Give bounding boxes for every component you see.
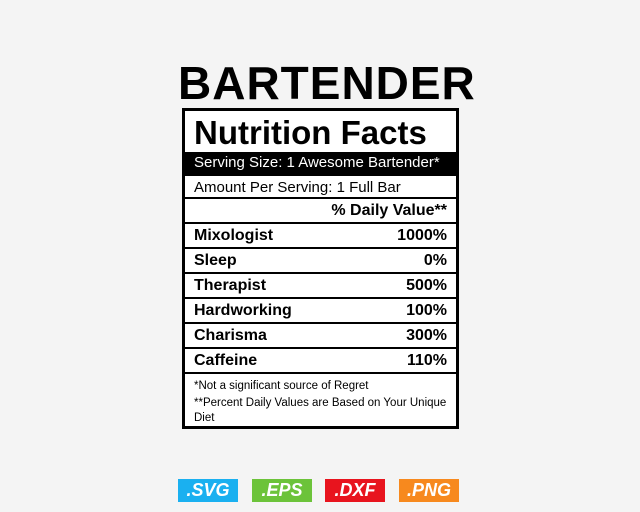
table-row: Sleep 0% — [185, 249, 456, 274]
row-name: Therapist — [194, 277, 267, 294]
title: BARTENDER — [178, 57, 476, 109]
dxf-badge: .DXF — [325, 479, 385, 502]
nutrition-label: Nutrition Facts Serving Size: 1 Awesome … — [182, 108, 459, 429]
row-name: Sleep — [194, 252, 237, 269]
row-value: 300% — [406, 327, 447, 344]
table-row: Hardworking 100% — [185, 299, 456, 324]
row-value: 100% — [406, 302, 447, 319]
row-name: Caffeine — [194, 352, 258, 369]
table-row: Therapist 500% — [185, 274, 456, 299]
table-row: Mixologist 1000% — [185, 224, 456, 249]
amount-text: Amount Per Serving: 1 Full Bar — [194, 179, 401, 196]
row-name: Mixologist — [194, 227, 274, 244]
table-row: Caffeine 110% — [185, 349, 456, 374]
row-value: 0% — [423, 252, 447, 269]
row-name: Hardworking — [194, 302, 292, 319]
row-value: 500% — [406, 277, 447, 294]
row-value: 1000% — [397, 227, 447, 244]
svg-badge: .SVG — [178, 479, 238, 502]
png-badge: .PNG — [399, 479, 459, 502]
row-name: Charisma — [194, 327, 267, 344]
eps-badge: .EPS — [252, 479, 312, 502]
footnotes: *Not a significant source of Regret **Pe… — [185, 374, 456, 433]
serving-size: Serving Size: 1 Awesome Bartender* — [185, 152, 456, 174]
amount-per-serving: Amount Per Serving: 1 Full Bar — [185, 174, 456, 199]
footnote-1: *Not a significant source of Regret — [194, 380, 369, 392]
daily-value-header: % Daily Value** — [185, 199, 456, 224]
label-heading: Nutrition Facts — [194, 114, 427, 151]
dv-text: % Daily Value** — [331, 202, 447, 219]
footnote-2: **Percent Daily Values are Based on Your… — [194, 397, 447, 424]
row-value: 110% — [406, 352, 447, 369]
table-row: Charisma 300% — [185, 324, 456, 349]
